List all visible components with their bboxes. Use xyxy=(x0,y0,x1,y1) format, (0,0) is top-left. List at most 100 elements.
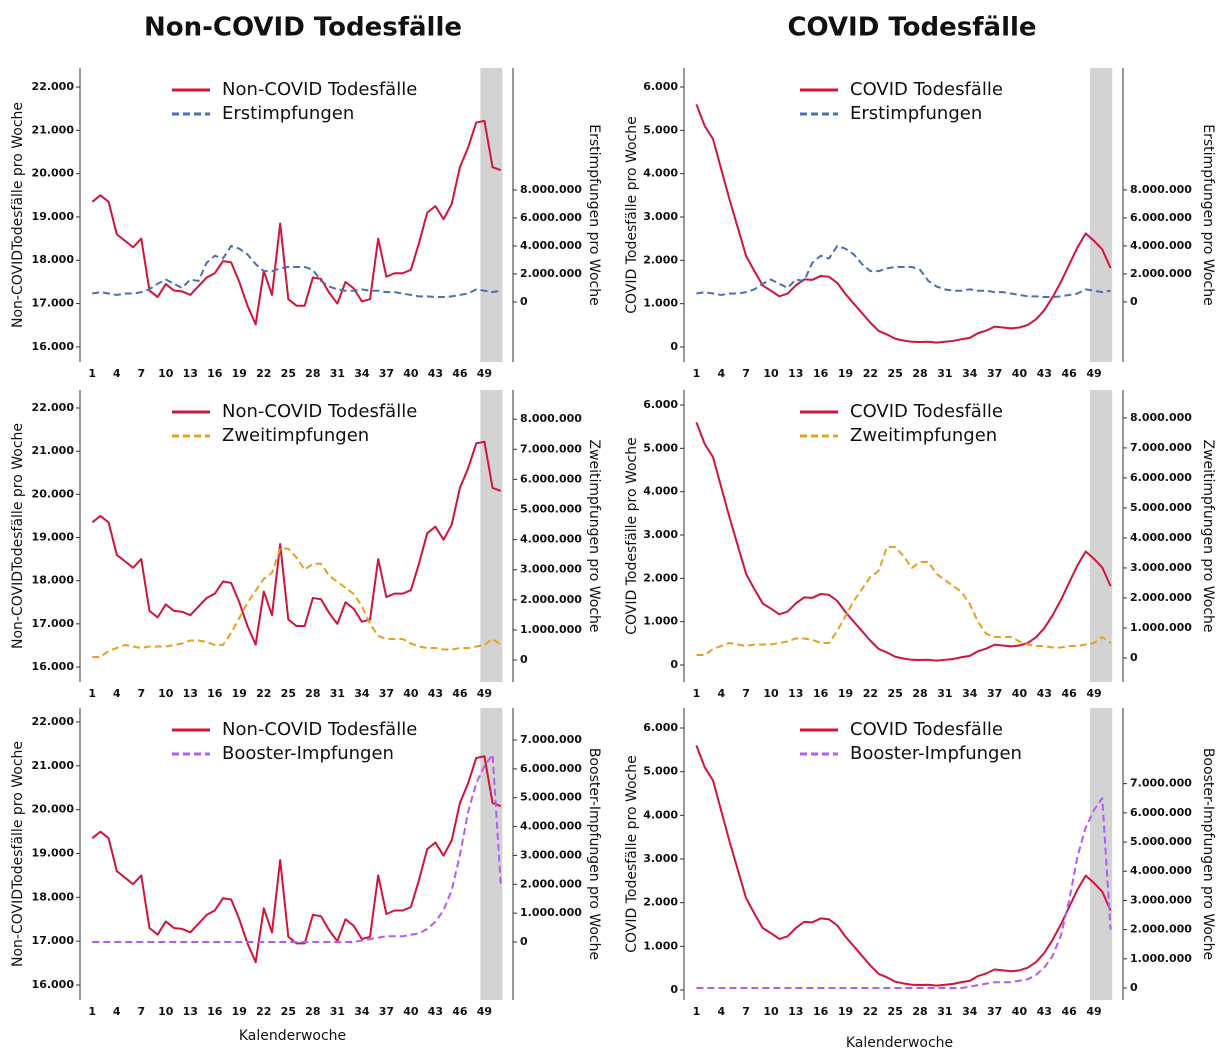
y2-tick-label: 6.000.000 xyxy=(1130,211,1192,224)
y-tick-label: 19.000 xyxy=(32,210,75,223)
y2-tick-label: 2.000.000 xyxy=(520,877,582,890)
legend-label: Booster-Impfungen xyxy=(222,743,394,764)
y2-tick-label: 8.000.000 xyxy=(520,412,582,425)
y-tick-label: 22.000 xyxy=(32,80,75,93)
x-tick-label: 28 xyxy=(912,1005,927,1018)
y2-tick-label: 6.000.000 xyxy=(520,472,582,485)
y-tick-label: 22.000 xyxy=(32,401,75,414)
highlight-band xyxy=(480,708,503,1000)
x-tick-label: 22 xyxy=(863,1005,878,1018)
y-tick-label: 20.000 xyxy=(32,803,75,816)
x-tick-label: 7 xyxy=(137,1005,145,1018)
y-tick-label: 19.000 xyxy=(32,531,75,544)
y-tick-label: 4.000 xyxy=(643,167,678,180)
y2-tick-label: 8.000.000 xyxy=(1130,411,1192,424)
x-tick-label: 49 xyxy=(477,1005,492,1018)
y-tick-label: 0 xyxy=(670,658,678,671)
highlight-band xyxy=(480,390,503,682)
y-tick-label: 20.000 xyxy=(32,167,75,180)
x-tick-label: 43 xyxy=(428,1005,443,1018)
x-tick-label: 25 xyxy=(281,1005,296,1018)
x-tick-label: 40 xyxy=(1012,1005,1028,1018)
x-tick-label: 19 xyxy=(838,1005,853,1018)
x-tick-label: 1 xyxy=(88,367,96,380)
y2-tick-label: 6.000.000 xyxy=(520,762,582,775)
y2-tick-label: 4.000.000 xyxy=(520,239,582,252)
x-tick-label: 1 xyxy=(693,367,701,380)
x-tick-label: 4 xyxy=(113,367,121,380)
y-tick-label: 5.000 xyxy=(643,765,678,778)
x-tick-label: 37 xyxy=(379,687,394,700)
y-tick-label: 5.000 xyxy=(643,123,678,136)
y-axis-label: COVID Todesfälle pro Woche xyxy=(624,116,640,314)
y-tick-label: 6.000 xyxy=(643,80,678,93)
y-tick-label: 3.000 xyxy=(643,210,678,223)
x-tick-label: 13 xyxy=(788,1005,803,1018)
x-tick-label: 49 xyxy=(477,687,492,700)
highlight-band xyxy=(1089,390,1113,682)
x-tick-label: 40 xyxy=(1012,367,1028,380)
series-line xyxy=(695,103,1112,344)
y2-tick-label: 1.000.000 xyxy=(520,623,582,636)
y2-tick-label: 1.000.000 xyxy=(1130,621,1192,634)
x-tick-label: 10 xyxy=(158,687,174,700)
legend-label: Erstimpfungen xyxy=(850,103,982,124)
x-tick-label: 43 xyxy=(428,367,443,380)
x-tick-label: 1 xyxy=(88,687,96,700)
y-axis-label: COVID Todesfälle pro Woche xyxy=(624,755,640,953)
x-tick-label: 28 xyxy=(912,367,927,380)
x-tick-label: 13 xyxy=(788,367,803,380)
x-tick-label: 4 xyxy=(717,367,725,380)
x-tick-label: 1 xyxy=(693,1005,701,1018)
x-tick-label: 31 xyxy=(937,687,952,700)
y-tick-label: 4.000 xyxy=(643,808,678,821)
y-tick-label: 18.000 xyxy=(32,890,75,903)
y2-tick-label: 4.000.000 xyxy=(1130,531,1192,544)
x-tick-label: 31 xyxy=(330,367,345,380)
x-tick-label: 13 xyxy=(183,367,198,380)
x-tick-label: 43 xyxy=(1037,687,1052,700)
x-tick-label: 10 xyxy=(158,367,174,380)
x-tick-label: 37 xyxy=(379,1005,394,1018)
legend-label: COVID Todesfälle xyxy=(850,719,1003,740)
y-axis-label: Non-COVIDTodesfälle pro Woche xyxy=(10,102,26,328)
x-tick-label: 16 xyxy=(207,367,223,380)
y2-tick-label: 0 xyxy=(1130,295,1138,308)
x-tick-label: 40 xyxy=(403,1005,419,1018)
y2-tick-label: 6.000.000 xyxy=(1130,806,1192,819)
y2-tick-label: 3.000.000 xyxy=(520,563,582,576)
x-tick-label: 31 xyxy=(937,367,952,380)
highlight-band xyxy=(480,68,503,362)
x-tick-label: 4 xyxy=(113,1005,121,1018)
x-tick-label: 19 xyxy=(232,687,247,700)
x-tick-label: 31 xyxy=(330,1005,345,1018)
x-tick-label: 46 xyxy=(1062,1005,1078,1018)
x-tick-label: 16 xyxy=(207,1005,223,1018)
x-tick-label: 49 xyxy=(1086,367,1101,380)
y2-tick-label: 6.000.000 xyxy=(1130,471,1192,484)
x-axis-label: Kalenderwoche xyxy=(239,1028,346,1044)
y-axis-label: Non-COVIDTodesfälle pro Woche xyxy=(10,741,26,967)
x-tick-label: 40 xyxy=(403,367,419,380)
legend-label: Zweitimpfungen xyxy=(850,425,997,446)
x-tick-label: 25 xyxy=(888,367,903,380)
x-tick-label: 46 xyxy=(452,367,468,380)
y-tick-label: 1.000 xyxy=(643,297,678,310)
y2-tick-label: 2.000.000 xyxy=(1130,591,1192,604)
y2-tick-label: 3.000.000 xyxy=(520,848,582,861)
y-tick-label: 21.000 xyxy=(32,759,75,772)
x-tick-label: 1 xyxy=(693,687,701,700)
x-tick-label: 10 xyxy=(763,1005,779,1018)
x-tick-label: 19 xyxy=(232,1005,247,1018)
x-tick-label: 1 xyxy=(88,1005,96,1018)
x-tick-label: 22 xyxy=(256,1005,271,1018)
y-axis-label: COVID Todesfälle pro Woche xyxy=(624,437,640,635)
y-tick-label: 6.000 xyxy=(643,398,678,411)
legend-label: Non-COVID Todesfälle xyxy=(222,719,417,740)
legend-label: COVID Todesfälle xyxy=(850,401,1003,422)
legend-label: Non-COVID Todesfälle xyxy=(222,79,417,100)
x-tick-label: 28 xyxy=(305,1005,320,1018)
x-tick-label: 10 xyxy=(158,1005,174,1018)
x-tick-label: 7 xyxy=(742,1005,750,1018)
